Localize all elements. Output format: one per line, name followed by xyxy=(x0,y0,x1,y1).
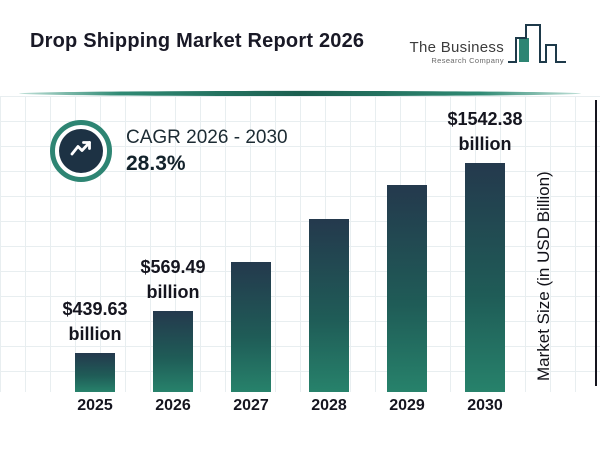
cagr-text: CAGR 2026 - 2030 28.3% xyxy=(126,127,288,176)
cagr-badge xyxy=(59,129,103,173)
company-name: The Business xyxy=(409,39,504,56)
bar-value-label-2030: $1542.38 billion xyxy=(447,107,522,157)
company-logo: The Business Research Company xyxy=(410,20,568,77)
value-unit: billion xyxy=(68,324,122,344)
y-axis-label: Market Size (in USD Billion) xyxy=(534,171,553,381)
value-amount: $569.49 xyxy=(140,257,206,277)
bar-2029 xyxy=(387,185,427,392)
cagr-callout: CAGR 2026 - 2030 28.3% xyxy=(50,120,288,182)
x-tick-label-2026: 2026 xyxy=(155,397,191,414)
cagr-label: CAGR 2026 - 2030 xyxy=(126,126,288,148)
bar-column-2028 xyxy=(294,219,364,392)
x-tick-label-2028: 2028 xyxy=(311,397,347,414)
bar-column-2027 xyxy=(216,262,286,392)
bar-chart-skyline-icon xyxy=(506,20,568,77)
bar-column-2030: $1542.38 billion xyxy=(447,107,523,392)
value-amount: $1542.38 xyxy=(447,109,523,129)
bar-2025 xyxy=(75,353,115,392)
cagr-value: 28.3% xyxy=(126,151,186,175)
bar-2028 xyxy=(309,219,349,392)
bar-chart: $439.63 billion $569.49 billion $1542.38 bill… xyxy=(60,100,523,392)
bar-column-2025: $439.63 billion xyxy=(60,297,130,392)
y-axis-line xyxy=(595,100,597,386)
x-tick-label-2030: 2030 xyxy=(467,397,503,414)
bar-column-2026: $569.49 billion xyxy=(138,255,208,392)
header-divider xyxy=(19,90,581,97)
bar-value-label-2026: $569.49 billion xyxy=(140,255,205,305)
trend-up-arrow-icon xyxy=(67,135,95,168)
cagr-badge-ring xyxy=(50,120,112,182)
x-tick-label-2025: 2025 xyxy=(77,397,113,414)
bar-2030 xyxy=(465,163,505,392)
x-tick-label-2027: 2027 xyxy=(233,397,269,414)
value-unit: billion xyxy=(458,134,512,154)
value-unit: billion xyxy=(146,282,200,302)
company-logo-text: The Business Research Company xyxy=(409,39,504,66)
page-title: Drop Shipping Market Report 2026 xyxy=(30,30,365,52)
x-tick-label-2029: 2029 xyxy=(389,397,425,414)
bar-column-2029 xyxy=(372,185,442,392)
company-subname: Research Company xyxy=(431,56,504,65)
bar-2027 xyxy=(231,262,271,392)
bar-2026 xyxy=(153,311,193,392)
bar-value-label-2025: $439.63 billion xyxy=(62,297,127,347)
x-axis: 2025 2026 2027 2028 2029 2030 xyxy=(60,397,520,417)
value-amount: $439.63 xyxy=(62,299,128,319)
